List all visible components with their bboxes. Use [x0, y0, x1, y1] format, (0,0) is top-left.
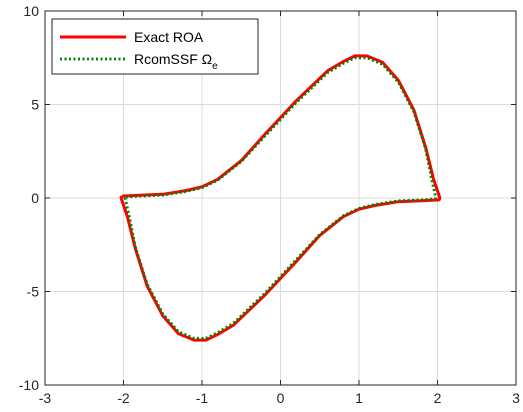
legend-box — [51, 18, 259, 75]
legend: Exact ROA RcomSSF Ωe — [51, 18, 259, 75]
x-tick-label: -2 — [117, 390, 130, 406]
x-tick-label: -3 — [39, 390, 52, 406]
legend-label-rcomssf: RcomSSF Ωe — [134, 51, 218, 72]
y-tick-label: 0 — [31, 190, 39, 206]
series-line-rcomssf — [123, 56, 438, 340]
legend-label-exact-roa: Exact ROA — [134, 29, 204, 45]
x-tick-label: -1 — [196, 390, 209, 406]
x-tick-label: 3 — [512, 390, 520, 406]
x-tick-label: 2 — [434, 390, 442, 406]
legend-label-subscript: e — [212, 61, 218, 72]
x-tick-label: 1 — [355, 390, 363, 406]
y-tick-label: -5 — [27, 284, 40, 300]
series-group — [119, 54, 442, 342]
x-tick-label: 0 — [277, 390, 285, 406]
y-tick-label: -10 — [19, 377, 39, 393]
y-tick-label: 10 — [23, 3, 39, 19]
y-tick-label: 5 — [31, 97, 39, 113]
series-line-exact-roa — [119, 54, 442, 342]
